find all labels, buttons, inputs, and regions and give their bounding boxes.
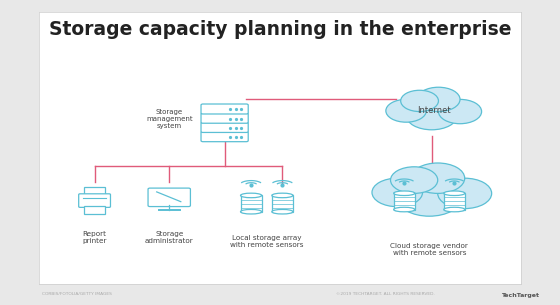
Ellipse shape [394,207,415,212]
Text: Cloud storage vendor
with remote sensors: Cloud storage vendor with remote sensors [390,243,468,256]
Ellipse shape [240,193,262,198]
Bar [394,193,415,210]
Bar [240,196,262,212]
FancyBboxPatch shape [148,188,190,206]
Text: CORBIS/FOTOLIA/GETTY IMAGES: CORBIS/FOTOLIA/GETTY IMAGES [42,292,112,296]
Text: Local storage array
with remote sensors: Local storage array with remote sensors [230,235,304,248]
Text: Storage
management
system: Storage management system [146,109,193,129]
Circle shape [401,90,438,112]
Text: ©2019 TECHTARGET. ALL RIGHTS RESERVED.: ©2019 TECHTARGET. ALL RIGHTS RESERVED. [336,292,435,296]
Ellipse shape [444,191,465,196]
Circle shape [372,178,423,207]
Ellipse shape [240,210,262,214]
Text: Internet: Internet [417,106,451,115]
Ellipse shape [272,210,293,214]
FancyBboxPatch shape [201,113,248,123]
FancyBboxPatch shape [79,194,110,207]
Text: Report
printer: Report printer [82,231,107,244]
FancyBboxPatch shape [201,104,248,114]
Circle shape [410,163,465,193]
Ellipse shape [444,207,465,212]
Ellipse shape [394,191,415,196]
Circle shape [438,178,492,209]
Circle shape [417,87,460,112]
FancyBboxPatch shape [84,206,105,214]
Bar [272,196,293,212]
Circle shape [438,99,482,124]
Circle shape [397,180,461,216]
FancyBboxPatch shape [201,132,248,142]
FancyBboxPatch shape [84,187,105,196]
Text: Storage capacity planning in the enterprise: Storage capacity planning in the enterpr… [49,20,511,39]
Text: TechTarget: TechTarget [501,293,539,298]
Circle shape [386,99,426,122]
Circle shape [406,101,458,130]
FancyBboxPatch shape [201,123,248,132]
Text: Storage
administrator: Storage administrator [145,231,194,244]
Bar [444,193,465,210]
Ellipse shape [272,193,293,198]
Circle shape [390,167,438,193]
